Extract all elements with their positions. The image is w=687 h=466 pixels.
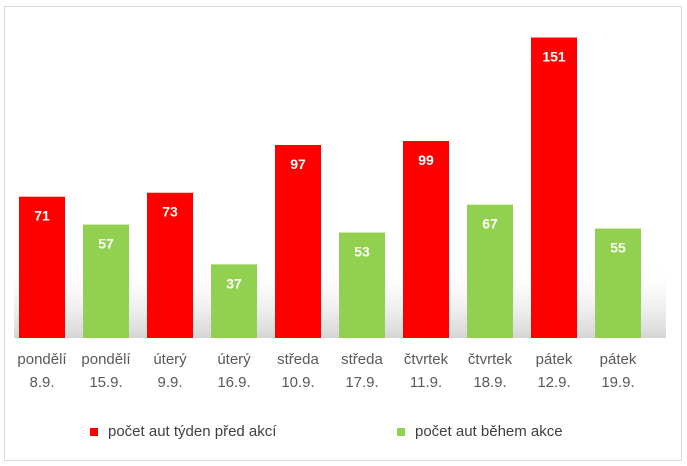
category-label-5-line-1: 17.9. [345, 374, 378, 391]
category-label-3-line-1: 16.9. [217, 374, 250, 391]
category-label-8-line-1: 12.9. [537, 374, 570, 391]
category-label-2-line-1: 9.9. [157, 374, 182, 391]
bar-2 [147, 192, 193, 338]
bars-group [19, 37, 641, 338]
category-label-6-line-1: 11.9. [410, 374, 442, 391]
category-label-5-line-0: středa [341, 351, 383, 368]
data-label-5: 53 [354, 244, 370, 260]
bar-6 [403, 140, 449, 338]
data-label-1: 57 [98, 236, 114, 252]
legend-label-during: počet aut během akce [415, 423, 563, 440]
legend-item-during: počet aut během akce [397, 423, 563, 440]
category-label-9-line-0: pátek [600, 351, 637, 368]
legend-label-before: počet aut týden před akcí [108, 423, 277, 440]
category-label-0-line-0: pondělí [17, 351, 67, 368]
category-label-7-line-1: 18.9. [473, 374, 506, 391]
data-label-8: 151 [542, 49, 566, 65]
bar-5 [339, 232, 385, 338]
category-label-8-line-0: pátek [536, 351, 573, 368]
bar-7 [467, 204, 513, 338]
category-label-1-line-0: pondělí [81, 351, 131, 368]
bar-3 [211, 264, 257, 338]
category-label-4-line-0: středa [277, 351, 319, 368]
legend-swatch-before [90, 427, 98, 436]
data-label-2: 73 [162, 204, 178, 220]
bar-0 [19, 196, 65, 338]
bar-4 [275, 144, 321, 338]
category-label-6-line-0: čtvrtek [404, 351, 449, 368]
bar-9 [595, 228, 641, 338]
category-label-9-line-1: 19.9. [601, 374, 634, 391]
category-label-4-line-1: 10.9. [281, 374, 314, 391]
data-label-7: 67 [482, 216, 498, 232]
bar-8 [531, 37, 577, 338]
legend-item-before: počet aut týden před akcí [90, 423, 276, 440]
category-labels-group: pondělí 8.9. pondělí 15.9. úterý 9.9. úterý 16.… [17, 351, 636, 391]
category-label-1-line-1: 15.9. [89, 374, 122, 391]
legend-swatch-during [397, 427, 405, 436]
bar-1 [83, 224, 129, 338]
data-label-3: 37 [226, 275, 242, 291]
data-label-6: 99 [418, 152, 434, 168]
category-label-3-line-0: úterý [217, 351, 251, 368]
data-labels-group: 71 57 73 37 97 53 99 67 151 55 [34, 49, 626, 292]
data-label-9: 55 [610, 240, 626, 256]
category-label-2-line-0: úterý [153, 351, 187, 368]
data-label-0: 71 [34, 208, 50, 224]
category-label-7-line-0: čtvrtek [468, 351, 513, 368]
data-label-4: 97 [290, 156, 306, 172]
category-label-0-line-1: 8.9. [29, 374, 54, 391]
